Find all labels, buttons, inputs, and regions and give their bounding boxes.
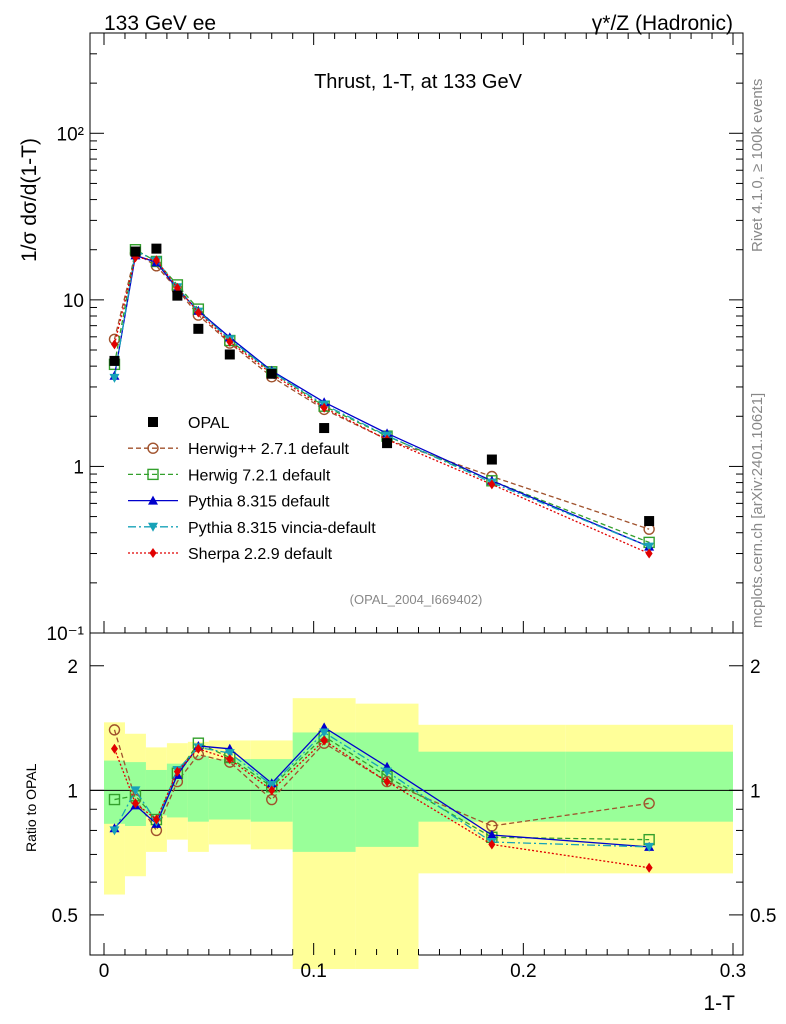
series-ratio-point (131, 798, 139, 809)
series-ratio-point (383, 776, 391, 787)
series-ratio-point (109, 826, 120, 836)
legend-label: Herwig++ 2.7.1 default (188, 441, 350, 458)
series-ratio-point (268, 785, 276, 796)
series-point (152, 255, 160, 266)
x-tick-label: 0.2 (510, 961, 536, 982)
series-point (173, 282, 181, 293)
series-ratio-line (113, 731, 650, 848)
series-point (488, 479, 496, 490)
opal-data-point (486, 454, 497, 465)
ratio-inner-band (104, 760, 125, 824)
series-ratio-point (319, 728, 330, 738)
ratio-tick-label: 1 (67, 781, 78, 802)
x-tick-label: 0 (99, 961, 110, 982)
series-ratio-point (110, 743, 118, 754)
ratio-inner-band (418, 751, 566, 822)
ratio-inner-band (292, 732, 356, 852)
analysis-id-label: (OPAL_2004_I669402) (350, 592, 483, 607)
legend-label: Pythia 8.315 vincia-default (188, 520, 376, 537)
chart-title: Thrust, 1-T, at 133 GeV (314, 71, 523, 93)
mcplots-label: mcplots.cern.ch [arXiv:2401.10621] (749, 393, 766, 628)
y-tick-label: 10⁻¹ (47, 624, 85, 645)
ratio-tick-label: 2 (67, 657, 78, 678)
ratio-inner-band (145, 769, 167, 816)
series-ratio-point (644, 842, 655, 852)
series-point (645, 548, 653, 559)
y-tick-label: 1 (73, 457, 84, 478)
opal-data-point (266, 368, 277, 379)
x-tick-label: 0.3 (720, 961, 746, 982)
series-ratio-point (382, 767, 393, 777)
ratio-axis-label: Ratio to OPAL (23, 763, 39, 852)
legend-marker (148, 417, 158, 427)
opal-data-point (224, 349, 235, 360)
header-right-label: γ*/Z (Hadronic) (592, 12, 733, 35)
opal-data-point (382, 438, 393, 449)
series-point (110, 339, 118, 350)
series-line (113, 252, 650, 530)
series-ratio-point (488, 839, 496, 850)
ratio-inner-band (208, 759, 251, 820)
series-point (320, 402, 328, 413)
series-point (226, 336, 234, 347)
series-ratio-point (224, 749, 235, 759)
legend-entry: Sherpa 2.2.9 default (128, 546, 333, 563)
legend-label: OPAL (188, 415, 230, 432)
legend-marker (149, 548, 157, 558)
ratio-tick-label-right: 0.5 (750, 906, 776, 927)
series-ratio-point (108, 793, 121, 806)
series-ratio-point (320, 735, 328, 746)
opal-data-point (151, 243, 162, 254)
ratio-tick-label: 0.5 (52, 906, 78, 927)
ratio-inner-band (187, 756, 209, 822)
legend-label: Herwig 7.2.1 default (188, 467, 331, 484)
series-ratio-line (113, 729, 650, 832)
series-ratio-point (226, 754, 234, 765)
header-left-label: 133 GeV ee (104, 12, 216, 35)
rivet-version-label: Rivet 4.1.0, ≥ 100k events (749, 79, 766, 252)
series-point (644, 542, 655, 552)
legend-label: Sherpa 2.2.9 default (188, 546, 333, 563)
series-ratio-point (108, 724, 121, 736)
legend-entry: OPAL (148, 415, 230, 432)
ratio-inner-band (355, 732, 419, 847)
series-ratio-point (486, 829, 497, 839)
series-point (109, 373, 120, 383)
legend-marker (147, 442, 159, 454)
series-point (194, 307, 202, 318)
legend-label: Pythia 8.315 default (188, 494, 330, 511)
series-ratio-point (130, 786, 141, 796)
legend-entry: Pythia 8.315 default (128, 494, 330, 511)
opal-data-point (319, 423, 330, 434)
series-ratio-point (173, 766, 181, 777)
y-tick-label: 10 (63, 291, 84, 312)
legend-entry: Pythia 8.315 vincia-default (128, 520, 376, 537)
series-ratio-point (645, 862, 653, 873)
opal-data-point (193, 323, 204, 334)
ratio-tick-label-right: 2 (750, 657, 761, 678)
legend-entry: Herwig 7.2.1 default (128, 467, 331, 484)
legend-marker (148, 522, 158, 532)
series-ratio-point (194, 743, 202, 754)
opal-data-point (109, 355, 120, 366)
ratio-inner-band (565, 751, 733, 822)
y-axis-label: 1/σ dσ/d(1-T) (18, 138, 41, 262)
y-tick-label: 10² (57, 124, 84, 145)
opal-data-point (130, 246, 141, 257)
legend-marker (147, 468, 159, 481)
series-4 (110, 252, 653, 873)
series-ratio-point (643, 797, 655, 810)
x-tick-label: 0.1 (300, 961, 326, 982)
series-ratio-point (152, 814, 160, 825)
opal-data-point (172, 290, 183, 301)
legend-entry: Herwig++ 2.7.1 default (128, 441, 350, 458)
x-axis-label: 1-T (704, 992, 736, 1015)
legend-marker (148, 495, 158, 505)
opal-data-point (644, 516, 655, 527)
ratio-tick-label-right: 1 (750, 781, 761, 802)
